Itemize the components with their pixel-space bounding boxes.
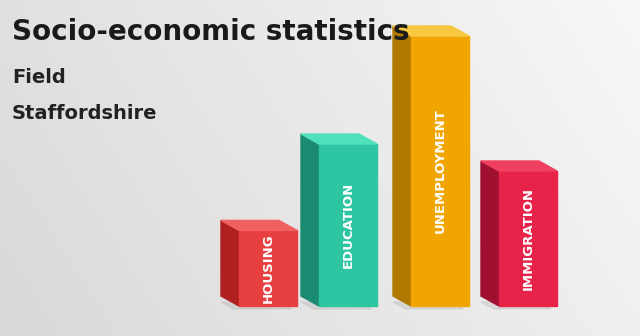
Text: IMMIGRATION: IMMIGRATION (522, 187, 534, 290)
Polygon shape (481, 161, 557, 171)
Polygon shape (411, 36, 469, 306)
Polygon shape (393, 26, 411, 306)
Polygon shape (481, 161, 499, 306)
Text: HOUSING: HOUSING (262, 234, 275, 303)
Polygon shape (319, 144, 377, 306)
Polygon shape (239, 230, 297, 306)
Polygon shape (221, 220, 239, 306)
Polygon shape (301, 302, 372, 309)
Text: UNEMPLOYMENT: UNEMPLOYMENT (433, 109, 447, 234)
Polygon shape (221, 220, 297, 230)
Polygon shape (301, 134, 319, 306)
Polygon shape (221, 302, 292, 309)
Polygon shape (499, 171, 557, 306)
Polygon shape (301, 134, 377, 144)
Polygon shape (393, 26, 469, 36)
Text: Field: Field (12, 68, 66, 87)
Polygon shape (481, 302, 552, 309)
Text: EDUCATION: EDUCATION (342, 182, 355, 268)
Polygon shape (393, 302, 463, 309)
Text: Socio-economic statistics: Socio-economic statistics (12, 18, 410, 46)
Text: Staffordshire: Staffordshire (12, 104, 157, 123)
